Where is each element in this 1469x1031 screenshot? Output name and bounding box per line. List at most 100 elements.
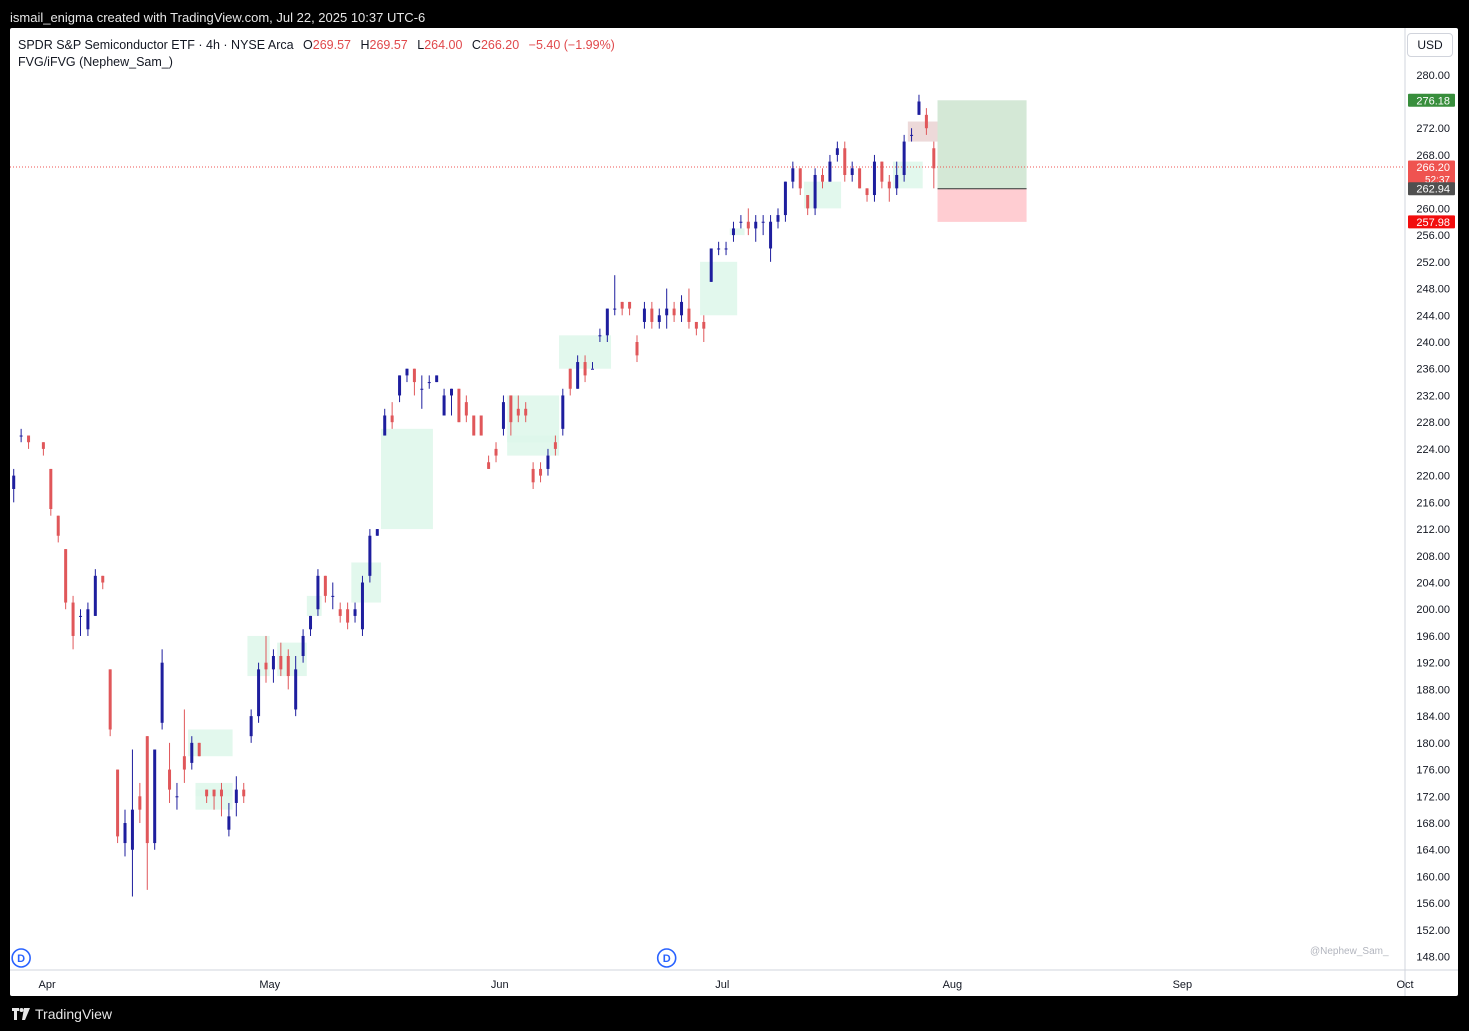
- price-axis-tick: 192.00: [1416, 658, 1450, 670]
- candle-body: [375, 529, 379, 536]
- candle-body: [479, 415, 483, 436]
- attribution-text: ismail_enigma created with TradingView.c…: [10, 10, 426, 25]
- candle-body: [902, 141, 906, 175]
- candle-body: [427, 382, 431, 384]
- candle-body: [286, 656, 290, 677]
- candle-body: [160, 662, 164, 723]
- candle-body: [331, 595, 335, 597]
- position-target-zone: [937, 100, 1027, 189]
- candle-body: [761, 221, 765, 223]
- candle-body: [197, 742, 201, 757]
- candle-body: [78, 615, 82, 617]
- candle-body: [316, 575, 320, 610]
- dividend-marker-circle: [656, 948, 677, 968]
- candle-body: [769, 221, 773, 249]
- candle-body: [628, 301, 632, 309]
- candle-body: [672, 308, 676, 316]
- candle-body: [598, 335, 602, 337]
- close-label: C: [471, 38, 481, 52]
- time-axis-tick: Jul: [715, 979, 729, 991]
- dividend-marker[interactable]: D: [656, 948, 677, 968]
- candle-body: [323, 575, 327, 596]
- candle-body: [583, 362, 587, 376]
- price-axis-tick: 236.00: [1416, 364, 1450, 376]
- price-badge-bg: [1408, 215, 1455, 229]
- fvg-zone: [507, 395, 560, 456]
- candle-body: [561, 395, 565, 429]
- candle-body: [472, 415, 476, 436]
- price-badge-label: 262.94: [1416, 184, 1450, 196]
- candle-body: [182, 756, 186, 770]
- candle-body: [821, 174, 825, 182]
- candle-body: [93, 575, 97, 616]
- candle-body: [41, 442, 45, 449]
- candle-body: [205, 789, 209, 797]
- indicator-legend-row[interactable]: FVG/iFVG (Nephew_Sam_): [18, 54, 615, 71]
- symbol-legend-row[interactable]: SPDR S&P Semiconductor ETF · 4h · NYSE A…: [18, 37, 615, 54]
- candle-body: [346, 609, 350, 623]
- price-axis-tick: 180.00: [1416, 738, 1450, 750]
- price-axis-tick: 212.00: [1416, 524, 1450, 536]
- price-axis-tick: 168.00: [1416, 818, 1450, 830]
- price-chart[interactable]: 148.00 152.00 156.00 160.00 164.00 168.00 172.…: [10, 28, 1458, 996]
- candle-body: [798, 168, 802, 189]
- fvg-zone: [729, 228, 745, 236]
- price-axis-tick: 248.00: [1416, 284, 1450, 296]
- candle-body: [932, 148, 936, 169]
- candle-body: [813, 174, 817, 209]
- price-axis-tick: 204.00: [1416, 578, 1450, 590]
- tradingview-logo: TradingView: [12, 1006, 112, 1022]
- candle-body: [791, 168, 795, 182]
- candle-body: [828, 161, 832, 182]
- candle-body: [49, 468, 53, 510]
- time-axis-tick: May: [259, 979, 280, 991]
- candle-body: [539, 468, 543, 476]
- candle-body: [620, 301, 624, 309]
- candle-body: [309, 615, 313, 630]
- candle-body: [553, 442, 557, 449]
- dividend-marker[interactable]: D: [11, 948, 31, 968]
- price-axis-tick: 232.00: [1416, 390, 1450, 402]
- candle-body: [806, 195, 810, 209]
- candle-body: [843, 148, 847, 175]
- candle-body: [412, 368, 416, 383]
- candle-body: [717, 248, 721, 250]
- candle-body: [872, 161, 876, 196]
- candle-body: [910, 134, 914, 136]
- candle-body: [702, 321, 706, 329]
- price-axis-tick: 188.00: [1416, 684, 1450, 696]
- candle-body: [605, 308, 609, 336]
- candle-body: [850, 168, 854, 175]
- dividend-marker-label: D: [663, 953, 671, 965]
- position-stop-zone: [937, 188, 1027, 222]
- change-value: −5.40 (−1.99%): [528, 38, 615, 52]
- candle-body: [353, 609, 357, 616]
- candle-body: [494, 448, 498, 456]
- candle-body: [694, 321, 698, 329]
- candle-body: [442, 395, 446, 416]
- candle-body: [249, 716, 253, 737]
- high-label: H: [360, 38, 370, 52]
- time-axis-tick: Apr: [39, 979, 56, 991]
- candle-body: [219, 789, 223, 797]
- candle-body: [123, 823, 127, 844]
- chart-legend: SPDR S&P Semiconductor ETF · 4h · NYSE A…: [18, 37, 615, 71]
- candle-body: [257, 669, 261, 717]
- chart-frame: 148.00 152.00 156.00 160.00 164.00 168.00 172.…: [10, 28, 1458, 996]
- low-value: 264.00: [424, 38, 463, 52]
- candle-body: [665, 308, 669, 316]
- candle-body: [739, 221, 743, 223]
- price-axis-tick: 184.00: [1416, 711, 1450, 723]
- price-badge-bg: [1408, 182, 1455, 196]
- candle-body: [590, 368, 594, 370]
- price-axis-tick: 224.00: [1416, 444, 1450, 456]
- candle-body: [405, 368, 409, 376]
- currency-button[interactable]: USD: [1407, 33, 1453, 57]
- price-badge-bg: [1408, 93, 1455, 107]
- open-value: 269.57: [312, 38, 352, 52]
- bottom-bar: TradingView: [0, 996, 1469, 1031]
- candle-body: [568, 368, 572, 389]
- candle-body: [27, 435, 31, 443]
- candle-body: [657, 315, 661, 322]
